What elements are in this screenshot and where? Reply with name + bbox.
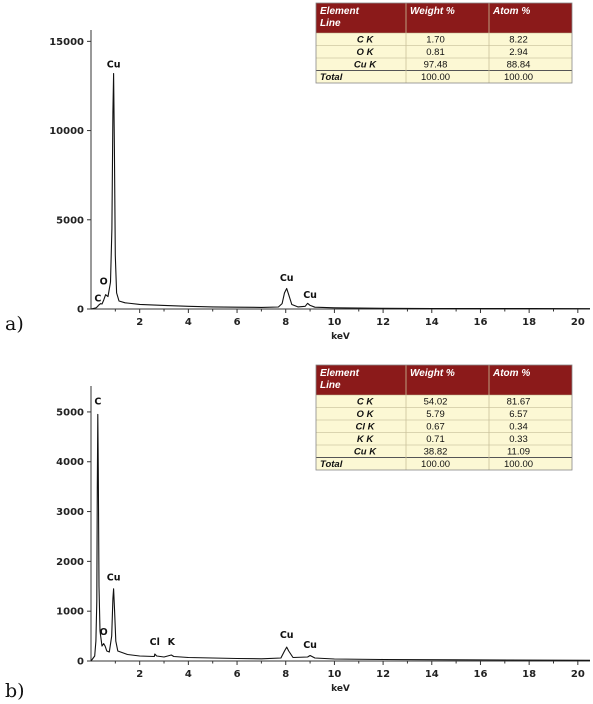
x-tick-label: 6 [234, 669, 241, 680]
y-tick-label: 3000 [56, 507, 84, 518]
peak-label: O [100, 276, 108, 287]
table-value-cell: 100.00 [504, 459, 533, 470]
x-tick-label: 4 [185, 317, 192, 328]
x-axis-label: keV [331, 684, 350, 694]
table-border [315, 364, 573, 471]
table-value-cell: 0.71 [426, 434, 445, 445]
table-value-cell: 8.22 [509, 35, 528, 46]
x-tick-label: 16 [474, 669, 488, 680]
table-element-cell: O K [357, 409, 375, 420]
x-tick-label: 10 [327, 669, 341, 680]
table-value-cell: 100.00 [504, 72, 533, 83]
spectrum-line [90, 413, 591, 662]
panel-label: b) [5, 680, 25, 702]
table-element-cell: C K [357, 35, 375, 46]
x-tick-label: 20 [571, 317, 585, 328]
table-header-cell: Weight % [410, 6, 455, 17]
table-header-bg [316, 3, 572, 33]
table-header-cell: Element [320, 368, 360, 379]
table-element-cell: C K [357, 397, 375, 408]
y-tick-label: 0 [77, 657, 84, 668]
table-value-cell: 81.67 [507, 397, 531, 408]
y-tick-label: 15000 [49, 37, 84, 48]
table-element-cell: K K [357, 434, 375, 445]
x-tick-label: 18 [522, 669, 536, 680]
x-tick-label: 12 [376, 669, 390, 680]
table-header-cell: Line [320, 18, 341, 29]
table-value-cell: 88.84 [507, 60, 531, 71]
y-tick-label: 1000 [56, 607, 84, 618]
table-value-cell: 100.00 [421, 459, 450, 470]
y-tick-label: 10000 [49, 126, 84, 137]
x-tick-label: 8 [282, 669, 289, 680]
table-value-cell: 54.02 [424, 397, 448, 408]
peak-label: Cu [280, 630, 294, 641]
table-header-bg [316, 365, 572, 395]
x-tick-label: 18 [522, 317, 536, 328]
peak-label: C [94, 293, 101, 304]
table-header-cell: Atom % [492, 6, 530, 17]
x-tick-label: 8 [282, 317, 289, 328]
y-tick-label: 5000 [56, 215, 84, 226]
table-element-cell: Cu K [354, 60, 377, 71]
x-tick-label: 4 [185, 669, 192, 680]
table-value-cell: 2.94 [509, 47, 528, 58]
eds-panel-a: 0 5000 10000 15000 2 4 6 8 10 12 14 16 18 20 keV CO Cu Cu… [5, 2, 591, 342]
peak-label: Cu [303, 290, 317, 301]
y-tick-label: 4000 [56, 457, 84, 468]
table-element-cell: Total [320, 459, 343, 470]
y-tick-label: 0 [77, 305, 84, 316]
table-value-cell: 38.82 [424, 447, 448, 458]
table-value-cell: 11.09 [507, 447, 530, 458]
table-value-cell: 0.34 [509, 422, 528, 433]
eds-panel-b: 0 1000 2000 3000 4000 5000 2 4 6 8 10 12 14 16 18 20 keV… [5, 364, 591, 702]
x-tick-label: 2 [136, 317, 143, 328]
table-value-cell: 97.48 [424, 60, 448, 71]
x-tick-label: 14 [425, 317, 439, 328]
table-header-cell: Element [320, 6, 360, 17]
peak-label: O [100, 627, 108, 638]
peak-label: Cu [107, 572, 121, 583]
y-tick-label: 5000 [56, 407, 84, 418]
peak-label: Cu [303, 640, 317, 651]
table-header-cell: Line [320, 380, 341, 391]
peak-label: Cu [107, 60, 121, 71]
table-element-cell: Total [320, 72, 343, 83]
x-axis-label: keV [331, 332, 350, 342]
table-value-cell: 0.67 [426, 422, 445, 433]
table-value-cell: 6.57 [509, 409, 528, 420]
table-value-cell: 1.70 [426, 35, 445, 46]
x-tick-label: 2 [136, 669, 143, 680]
table-value-cell: 0.33 [509, 434, 528, 445]
table-header-cell: Weight % [410, 368, 455, 379]
x-tick-label: 20 [571, 669, 585, 680]
table-value-cell: 5.79 [426, 409, 445, 420]
table-value-cell: 0.81 [426, 47, 445, 58]
y-tick-label: 2000 [56, 557, 84, 568]
x-tick-label: 16 [474, 317, 488, 328]
peak-label: Cu [280, 273, 294, 284]
x-tick-label: 12 [376, 317, 390, 328]
spectrum-line [90, 72, 591, 310]
x-tick-label: 14 [425, 669, 439, 680]
table-value-cell: 100.00 [421, 72, 450, 83]
x-tick-label: 10 [327, 317, 341, 328]
x-tick-label: 6 [234, 317, 241, 328]
table-element-cell: O K [357, 47, 375, 58]
table-header-cell: Atom % [492, 368, 530, 379]
table-element-cell: Cl K [356, 422, 376, 433]
table-border [315, 2, 573, 84]
peak-label: K [168, 637, 176, 648]
panel-label: a) [5, 313, 24, 335]
peak-label: Cl [150, 637, 160, 648]
table-element-cell: Cu K [354, 447, 377, 458]
peak-label: C [94, 396, 101, 407]
